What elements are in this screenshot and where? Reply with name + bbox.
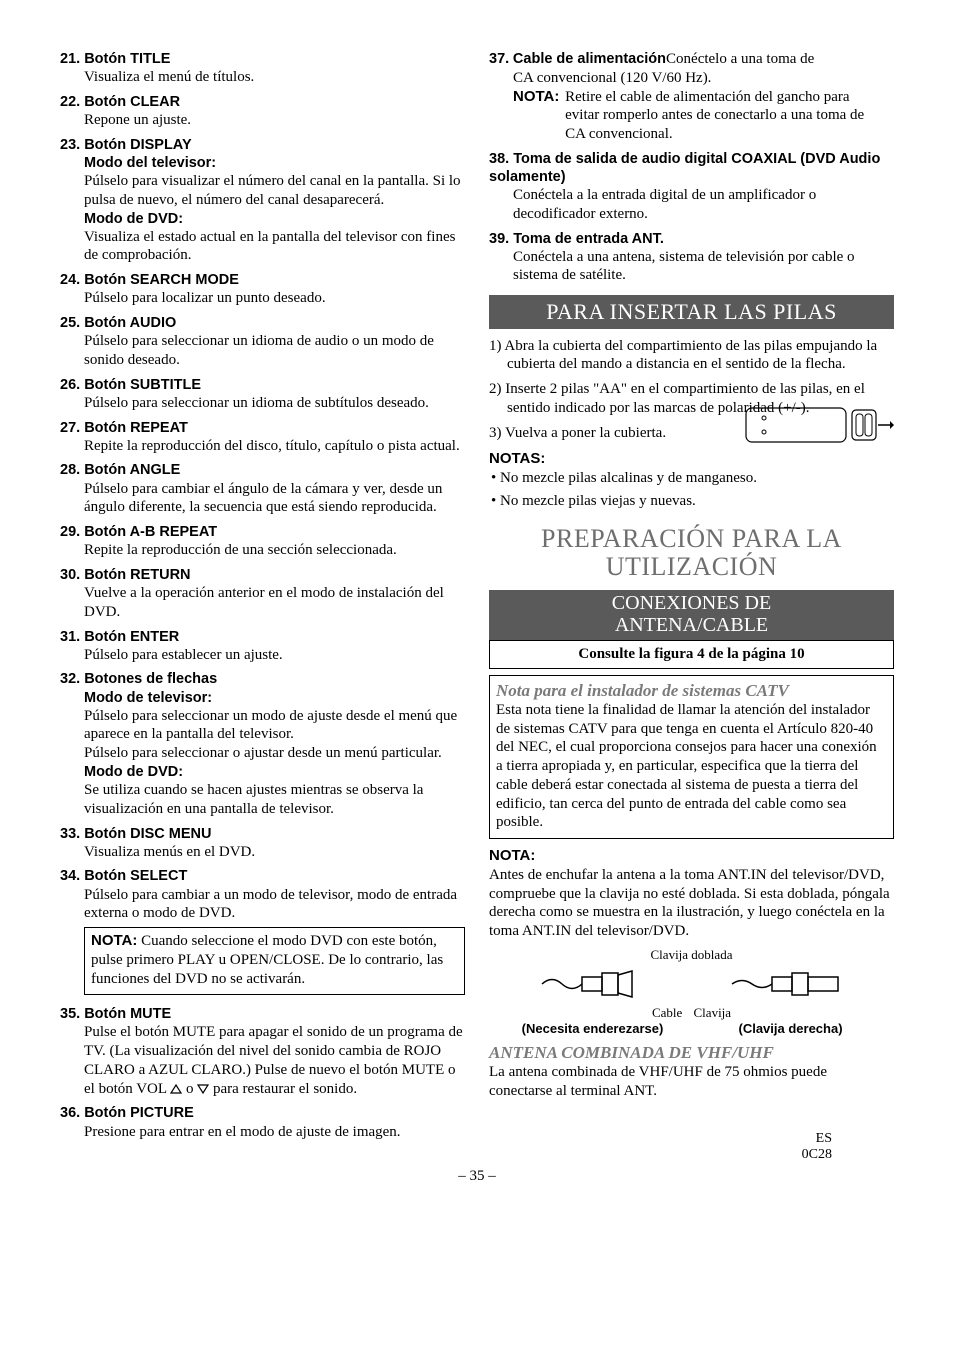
item-26: 26. Botón SUBTITLE Púlselo para seleccio… [60, 376, 465, 413]
catv-box: Nota para el instalador de sistemas CATV… [489, 675, 894, 840]
item-24: 24. Botón SEARCH MODE Púlselo para local… [60, 271, 465, 308]
notas-bullets: No mezcle pilas alcalinas y de manganeso… [489, 469, 894, 511]
item-28: 28. Botón ANGLE Púlselo para cambiar el … [60, 461, 465, 517]
item-23: 23. Botón DISPLAY Modo del televisor: Pú… [60, 136, 465, 265]
bent-connector-icon [522, 963, 862, 1005]
vhf-section: ANTENA COMBINADA DE VHF/UHF La antena co… [489, 1042, 894, 1101]
item-22: 22. Botón CLEAR Repone un ajuste. [60, 93, 465, 130]
item-25: 25. Botón AUDIO Púlselo para seleccionar… [60, 314, 465, 370]
notas-label: NOTAS: [489, 450, 894, 469]
connector-diagram: Clavija doblada Cable Clavija (Necesita … [489, 947, 894, 1038]
consulte-figura: Consulte la figura 4 de la página 10 [489, 640, 894, 669]
title: Botón TITLE [84, 51, 170, 67]
item-39: 39. Toma de entrada ANT. Conéctela a una… [489, 230, 894, 286]
right-column: 37. Cable de alimentaciónConéctelo a una… [489, 50, 894, 1147]
body: Visualiza el menú de títulos. [60, 68, 465, 87]
left-column: 21. Botón TITLE Visualiza el menú de tít… [60, 50, 465, 1147]
item-36: 36. Botón PICTURE Presione para entrar e… [60, 1104, 465, 1141]
item-35: 35. Botón MUTE Pulse el botón MUTE para … [60, 1005, 465, 1098]
prep-title: PREPARACIÓN PARA LA UTILIZACIÓN [489, 525, 894, 582]
item-34: 34. Botón SELECT Púlselo para cambiar a … [60, 867, 465, 995]
doc-code: ES 0C28 [802, 1131, 832, 1162]
item-37: 37. Cable de alimentaciónConéctelo a una… [489, 50, 894, 144]
item-32: 32. Botones de flechas Modo de televisor… [60, 670, 465, 818]
nota-ant: NOTA: Antes de enchufar la antena a la t… [489, 847, 894, 941]
item-27: 27. Botón REPEAT Repite la reproducción … [60, 419, 465, 456]
item-33: 33. Botón DISC MENU Visualiza menús en e… [60, 825, 465, 862]
item-21: 21. Botón TITLE Visualiza el menú de tít… [60, 50, 465, 87]
banner-pilas: PARA INSERTAR LAS PILAS [489, 295, 894, 329]
num: 21. [60, 51, 80, 67]
item-30: 30. Botón RETURN Vuelve a la operación a… [60, 566, 465, 622]
note-box-34: NOTA: Cuando seleccione el modo DVD con … [84, 927, 465, 995]
battery-compartment-icon [744, 406, 894, 446]
item-35-body: Pulse el botón MUTE para apagar el sonid… [60, 1023, 465, 1098]
item-29: 29. Botón A-B REPEAT Repite la reproducc… [60, 523, 465, 560]
item-31: 31. Botón ENTER Púlselo para establecer … [60, 628, 465, 665]
item-38: 38. Toma de salida de audio digital COAX… [489, 150, 894, 224]
page-number: – 35 – [60, 1167, 894, 1186]
conexiones-banner: CONEXIONES DE ANTENA/CABLE [489, 590, 894, 640]
